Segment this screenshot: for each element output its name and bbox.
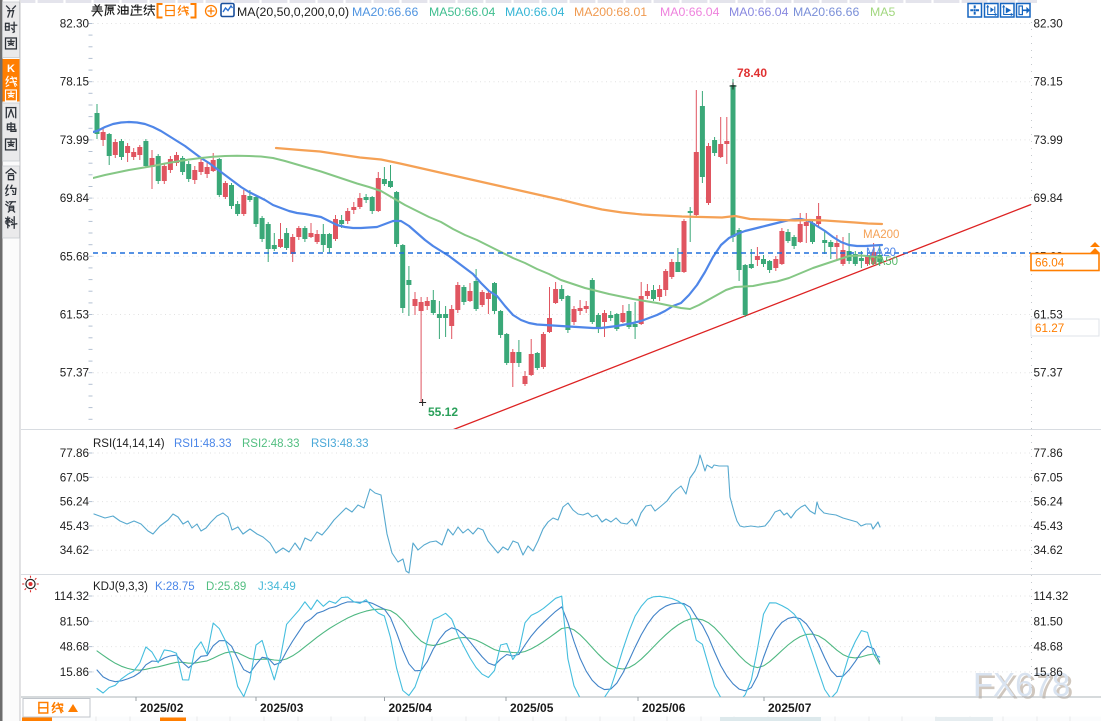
svg-text:2025/04: 2025/04 <box>389 701 433 715</box>
svg-text:57.37: 57.37 <box>1034 367 1063 380</box>
svg-text:56.24: 56.24 <box>60 496 90 509</box>
svg-text:82.30: 82.30 <box>1034 18 1064 31</box>
svg-text:61.27: 61.27 <box>1035 322 1064 335</box>
svg-text:69.84: 69.84 <box>1034 192 1064 205</box>
svg-text:MA200:68.01: MA200:68.01 <box>574 5 647 19</box>
svg-text:61.53: 61.53 <box>1034 309 1063 322</box>
svg-text:MA20:66.66: MA20:66.66 <box>352 5 418 19</box>
svg-text:73.99: 73.99 <box>60 134 89 147</box>
svg-text:2025/05: 2025/05 <box>510 701 554 715</box>
svg-text:KDJ(9,3,3): KDJ(9,3,3) <box>93 581 148 593</box>
svg-text:RSI(14,14,14): RSI(14,14,14) <box>93 438 165 450</box>
svg-text:78.15: 78.15 <box>60 76 90 89</box>
svg-text:FX678: FX678 <box>976 669 1073 706</box>
svg-text:MA(20,50,0,200,0,0): MA(20,50,0,200,0,0) <box>237 5 349 19</box>
svg-text:K: K <box>7 63 15 75</box>
svg-text:34.62: 34.62 <box>1034 544 1063 557</box>
svg-text:34.62: 34.62 <box>60 544 89 557</box>
svg-text:MA5: MA5 <box>870 5 895 19</box>
svg-text:56.24: 56.24 <box>1034 496 1064 509</box>
svg-text:114.32: 114.32 <box>1034 590 1069 603</box>
svg-text:MA200: MA200 <box>863 229 899 241</box>
svg-text:2025/02: 2025/02 <box>140 701 184 715</box>
svg-text:45.43: 45.43 <box>60 520 89 533</box>
svg-text:82.30: 82.30 <box>60 18 90 31</box>
svg-text:RSI2:48.33: RSI2:48.33 <box>242 438 300 450</box>
svg-text:2025/07: 2025/07 <box>768 701 812 715</box>
svg-text:66.04: 66.04 <box>1035 257 1065 270</box>
svg-text:48.68: 48.68 <box>1034 641 1063 654</box>
svg-text:61.53: 61.53 <box>60 309 89 322</box>
svg-text:15.86: 15.86 <box>60 666 89 679</box>
svg-text:65.68: 65.68 <box>60 250 89 263</box>
svg-text:2025/06: 2025/06 <box>642 701 686 715</box>
svg-text:45.43: 45.43 <box>1034 520 1063 533</box>
svg-text:67.05: 67.05 <box>1034 471 1064 484</box>
svg-text:48.68: 48.68 <box>60 641 89 654</box>
svg-text:J:34.49: J:34.49 <box>258 581 296 593</box>
svg-text:K:28.75: K:28.75 <box>155 581 195 593</box>
svg-text:MA50: MA50 <box>868 256 898 268</box>
svg-text:RSI3:48.33: RSI3:48.33 <box>311 438 369 450</box>
svg-text:81.50: 81.50 <box>1034 615 1064 628</box>
svg-text:78.15: 78.15 <box>1034 76 1064 89</box>
svg-text:57.37: 57.37 <box>60 367 89 380</box>
svg-text:78.40: 78.40 <box>737 66 767 80</box>
svg-text:MA50:66.04: MA50:66.04 <box>429 5 495 19</box>
svg-text:77.86: 77.86 <box>1034 447 1063 460</box>
svg-text:MA20:66.66: MA20:66.66 <box>793 5 859 19</box>
svg-text:55.12: 55.12 <box>428 405 458 419</box>
svg-text:MA0:66.04: MA0:66.04 <box>729 5 789 19</box>
svg-text:MA20: MA20 <box>866 247 896 259</box>
svg-text:77.86: 77.86 <box>60 447 89 460</box>
svg-text:MA0:66.04: MA0:66.04 <box>660 5 720 19</box>
svg-text:D:25.89: D:25.89 <box>206 581 246 593</box>
svg-text:RSI1:48.33: RSI1:48.33 <box>174 438 232 450</box>
svg-text:114.32: 114.32 <box>54 590 89 603</box>
svg-text:81.50: 81.50 <box>60 615 90 628</box>
svg-text:69.84: 69.84 <box>60 192 90 205</box>
svg-text:MA0:66.04: MA0:66.04 <box>505 5 565 19</box>
svg-text:67.05: 67.05 <box>60 471 90 484</box>
svg-text:2025/03: 2025/03 <box>260 701 304 715</box>
svg-text:73.99: 73.99 <box>1034 134 1063 147</box>
svg-text:15.86: 15.86 <box>1034 666 1063 679</box>
